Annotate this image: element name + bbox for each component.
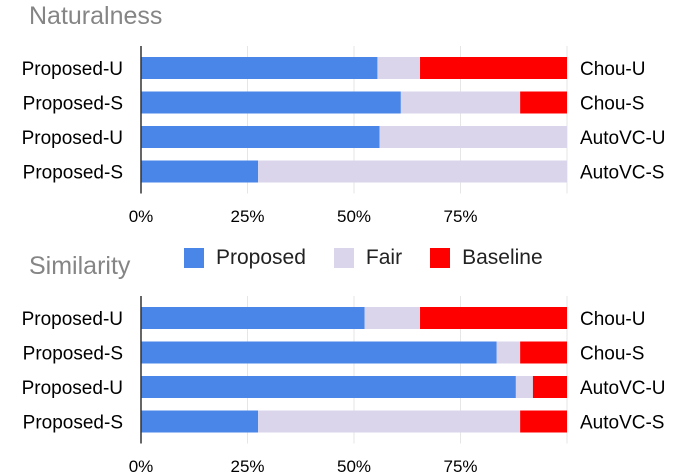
bar-fair [258,160,567,183]
bar-proposed [141,57,378,79]
right-label: Chou-S [580,94,644,115]
right-label: AutoVC-S [580,163,664,184]
bar-proposed [141,160,259,183]
category-label: Proposed-U [22,309,123,330]
bar-proposed [141,341,497,364]
right-label: AutoVC-U [580,378,666,399]
legend-item-fair: Fair [333,246,403,270]
category-label: Proposed-S [23,413,123,434]
legend-item-baseline: Baseline [430,246,543,270]
bar-baseline [420,307,567,329]
x-tick-label: 50% [337,207,371,226]
legend-swatch-fair [333,248,354,268]
bar-proposed [141,410,259,433]
bar-baseline [520,91,567,114]
bar-fair [258,410,521,433]
bar-proposed [141,126,380,148]
category-label: Proposed-S [23,163,123,184]
bar-baseline [420,57,567,79]
bar-baseline [532,376,567,398]
category-label: Proposed-S [23,344,123,365]
bar-proposed [141,307,365,329]
right-label: AutoVC-U [580,128,666,149]
bar-baseline [520,410,567,433]
x-tick-label: 50% [337,457,371,476]
chart-title: Similarity [29,252,131,280]
x-tick-label: 75% [443,457,477,476]
bar-proposed [141,91,401,114]
category-label: Proposed-U [22,128,123,149]
legend-label-baseline: Baseline [462,246,543,269]
bar-fair [379,126,567,148]
category-label: Proposed-U [22,59,123,80]
category-label: Proposed-U [22,378,123,399]
right-label: Chou-U [580,59,645,80]
right-label: Chou-S [580,344,644,365]
bar-proposed [141,376,516,398]
x-tick-label: 25% [230,457,264,476]
bar-fair [377,57,421,79]
x-tick-label: 0% [129,457,154,476]
chart-title: Naturalness [29,2,162,30]
legend-swatch-proposed [184,248,204,268]
bar-fair [515,376,533,398]
right-label: Chou-U [580,309,645,330]
x-tick-label: 25% [230,207,264,226]
category-label: Proposed-S [23,94,123,115]
bar-fair [496,341,521,364]
legend-swatch-baseline [430,248,451,268]
bar-baseline [520,341,567,364]
naturalness-chart: Naturalness Proposed-U Chou-U Proposed-S Cho… [22,2,666,226]
legend-label-proposed: Proposed [216,246,306,269]
x-tick-label: 0% [129,207,154,226]
legend-label-fair: Fair [365,246,403,269]
right-label: AutoVC-S [580,413,664,434]
similarity-chart: Similarity Proposed-U Chou-U Proposed-S Chou… [22,252,666,476]
bar-fair [364,307,421,329]
legend: Proposed Fair Baseline [184,244,571,272]
x-tick-label: 75% [443,207,477,226]
bar-fair [400,91,521,114]
legend-item-proposed: Proposed [184,246,306,270]
